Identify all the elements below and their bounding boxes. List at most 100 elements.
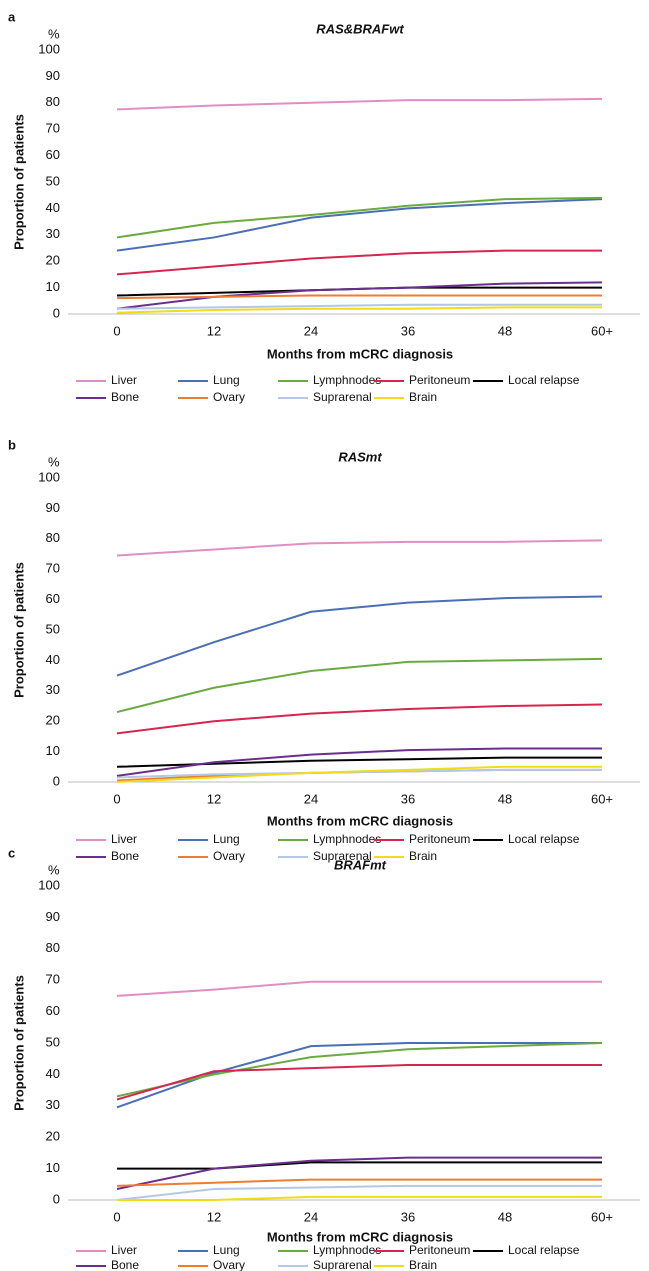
series-line [116, 306, 602, 314]
y-tick-label: 70 [46, 561, 60, 576]
series-line [116, 703, 603, 735]
y-tick-label: 90 [46, 68, 60, 83]
y-tick-label: 50 [46, 1034, 60, 1049]
x-tick-label: 0 [113, 791, 120, 806]
chart-title: RASmt [338, 449, 382, 464]
legend-label: Bone [111, 390, 139, 404]
legend-label: Suprarenal [313, 849, 372, 863]
legend-label: Peritoneum [409, 832, 470, 846]
panel-label: b [8, 437, 16, 452]
series-line [116, 980, 602, 997]
x-tick-label: 24 [304, 1209, 318, 1224]
x-tick-label: 36 [401, 323, 415, 338]
y-tick-label: 80 [46, 940, 60, 955]
y-tick-label: 70 [46, 972, 60, 987]
y-unit: % [48, 26, 60, 41]
series-line [116, 1178, 602, 1187]
y-tick-label: 0 [53, 773, 60, 788]
series-line [117, 1195, 602, 1201]
legend-label: Local relapse [508, 832, 580, 846]
x-tick-label: 12 [207, 1209, 221, 1224]
y-tick-label: 30 [46, 1097, 60, 1112]
legend-label: Lung [213, 832, 240, 846]
y-tick-label: 50 [46, 173, 60, 188]
y-tick-label: 60 [46, 591, 60, 606]
series-line [116, 198, 603, 252]
y-tick-label: 10 [46, 1160, 60, 1175]
legend-label: Peritoneum [409, 373, 470, 387]
legend-label: Lung [213, 373, 240, 387]
series-line [116, 97, 603, 111]
y-tick-label: 100 [38, 469, 60, 484]
x-tick-label: 60+ [591, 791, 613, 806]
legend-label: Suprarenal [313, 390, 372, 404]
chart-title: BRAFmt [334, 857, 387, 872]
panel-label: a [8, 9, 16, 24]
y-tick-label: 10 [46, 743, 60, 758]
series-line [116, 765, 602, 783]
y-tick-label: 30 [46, 682, 60, 697]
series-line [116, 303, 602, 310]
y-tick-label: 90 [46, 500, 60, 515]
y-unit: % [48, 454, 60, 469]
legend-label: Brain [409, 1258, 437, 1271]
x-tick-label: 24 [304, 791, 318, 806]
legend-label: Brain [409, 390, 437, 404]
series-line [116, 1156, 602, 1190]
legend-label: Liver [111, 373, 137, 387]
x-tick-label: 36 [401, 791, 415, 806]
y-tick-label: 100 [38, 41, 60, 56]
x-axis-title: Months from mCRC diagnosis [267, 1229, 453, 1244]
legend-label: Ovary [213, 1258, 245, 1271]
y-tick-label: 80 [46, 94, 60, 109]
legend-label: Peritoneum [409, 1243, 470, 1257]
series-line [116, 281, 603, 310]
y-tick-label: 40 [46, 200, 60, 215]
series-line [116, 595, 603, 677]
y-tick-label: 90 [46, 909, 60, 924]
y-tick-label: 60 [46, 1003, 60, 1018]
x-tick-label: 48 [498, 791, 512, 806]
legend-label: Lung [213, 1243, 240, 1257]
legend-label: Brain [409, 849, 437, 863]
series-line [116, 294, 602, 300]
x-tick-label: 48 [498, 1209, 512, 1224]
legend-label: Lymphnodes [313, 1243, 381, 1257]
legend-label: Bone [111, 1258, 139, 1271]
series-line [116, 747, 602, 777]
legend-label: Local relapse [508, 1243, 580, 1257]
x-tick-label: 48 [498, 323, 512, 338]
x-tick-label: 12 [207, 323, 221, 338]
legend-label: Lymphnodes [313, 373, 381, 387]
series-line [117, 1161, 602, 1170]
x-tick-label: 0 [113, 1209, 120, 1224]
series-line [116, 1042, 603, 1098]
y-tick-label: 40 [46, 1066, 60, 1081]
legend-label: Suprarenal [313, 1258, 372, 1271]
x-tick-label: 60+ [591, 323, 613, 338]
y-tick-label: 20 [46, 713, 60, 728]
legend-label: Liver [111, 1243, 137, 1257]
x-tick-label: 12 [207, 791, 221, 806]
x-tick-label: 36 [401, 1209, 415, 1224]
series-line [116, 1184, 602, 1201]
x-tick-label: 60+ [591, 1209, 613, 1224]
y-tick-label: 30 [46, 226, 60, 241]
y-tick-label: 80 [46, 530, 60, 545]
y-tick-label: 0 [53, 305, 60, 320]
panel-label: c [8, 845, 15, 860]
chart-title: RAS&BRAFwt [316, 21, 404, 36]
y-axis-title: Proportion of patients [11, 975, 26, 1111]
y-axis-title: Proportion of patients [11, 562, 26, 698]
legend-label: Lymphnodes [313, 832, 381, 846]
series-line [116, 1063, 602, 1101]
legend-label: Ovary [213, 849, 245, 863]
legend-label: Local relapse [508, 373, 580, 387]
y-tick-label: 70 [46, 121, 60, 136]
series-line [116, 196, 603, 239]
y-tick-label: 0 [53, 1191, 60, 1206]
legend-label: Liver [111, 832, 137, 846]
series-line [116, 249, 602, 276]
y-tick-label: 20 [46, 1129, 60, 1144]
